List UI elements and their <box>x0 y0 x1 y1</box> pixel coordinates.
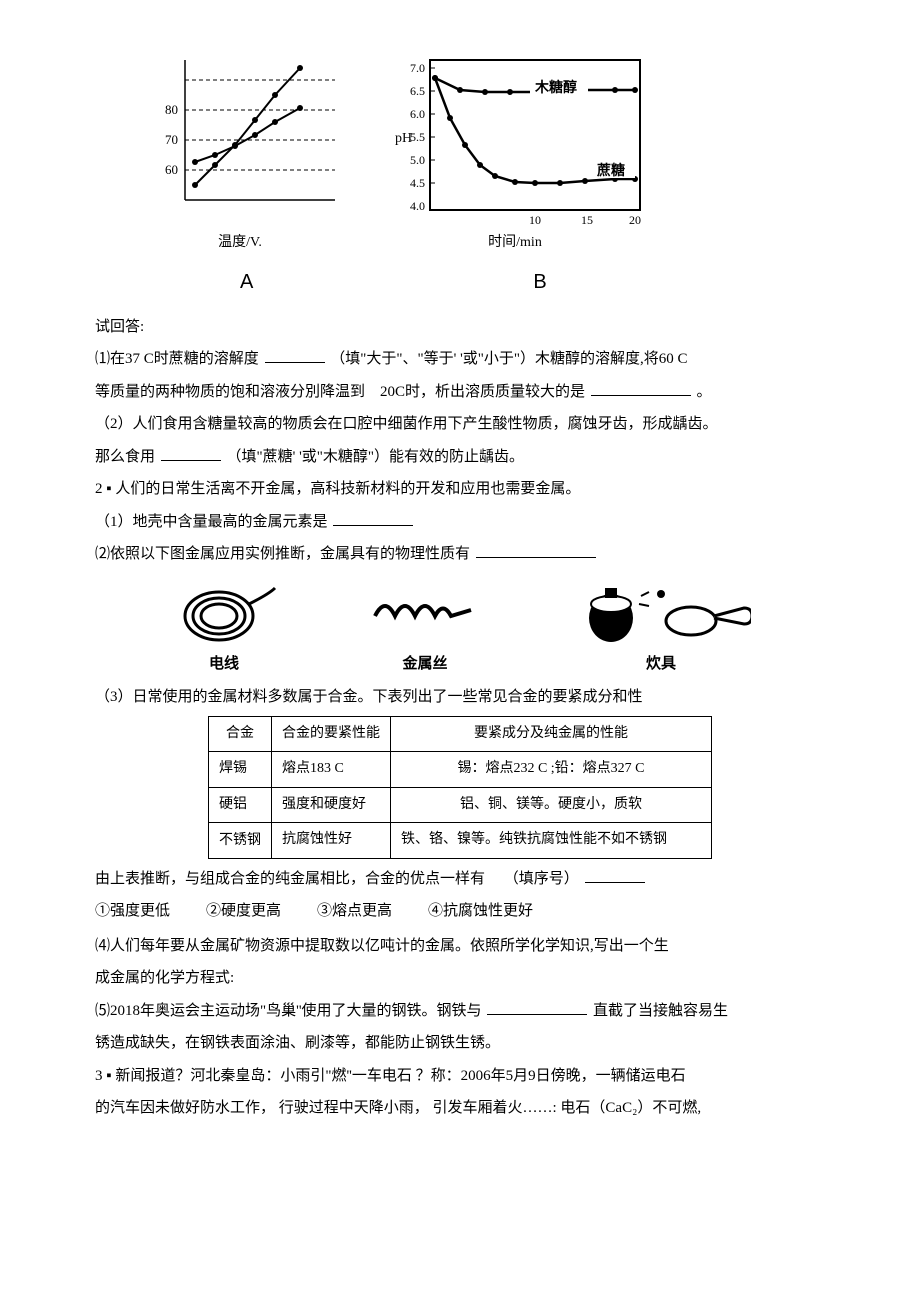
svg-text:5.5: 5.5 <box>410 130 425 144</box>
svg-text:20: 20 <box>629 213 641 227</box>
chart-b-xaxis: 时间/min <box>488 230 542 257</box>
td-0-1: 熔点183 C <box>272 752 391 788</box>
q1-1-line1: ⑴在37 C时蔗糖的溶解度 （填"大于"、"等于' '或"小于"）木糖醇的溶解度… <box>95 345 825 374</box>
q2-3-b-line: 由上表推断，与组成合金的纯金属相比，合金的优点一样有 （填序号） <box>95 865 825 894</box>
blank-3[interactable] <box>161 445 221 461</box>
table-row: 硬铝 强度和硬度好 铝、铜、镁等。硬度小，质软 <box>209 787 712 823</box>
metal-images: 电线 金属丝 炊具 <box>125 575 795 680</box>
q2-head: 2 ▪ 人们的日常生活离不开金属，高科技新材料的开发和应用也需要金属。 <box>95 475 825 504</box>
spring-icon <box>365 576 485 646</box>
chart-a-wrap: 60 70 80 温度/V. <box>135 50 345 257</box>
svg-text:4.0: 4.0 <box>410 199 425 213</box>
svg-text:7.0: 7.0 <box>410 61 425 75</box>
q2-4-l2: 成金属的化学方程式: <box>95 964 825 993</box>
svg-text:5.0: 5.0 <box>410 153 425 167</box>
td-2-0: 不锈钢 <box>209 823 272 859</box>
td-2-1: 抗腐蚀性好 <box>272 823 391 859</box>
chart-a-letter: A <box>240 263 253 301</box>
q2-4-l1: ⑷人们每年要从金属矿物资源中提取数以亿吨计的金属。依照所学化学知识,写出一个生 <box>95 932 825 961</box>
blank-5[interactable] <box>476 542 596 558</box>
chart-a-svg: 60 70 80 <box>135 50 345 230</box>
metal-item-wire: 电线 <box>169 576 279 679</box>
svg-text:10: 10 <box>529 213 541 227</box>
td-1-0: 硬铝 <box>209 787 272 823</box>
metal-label-1: 金属丝 <box>402 650 447 679</box>
opt-1: ①强度更低 <box>95 897 170 926</box>
svg-text:60: 60 <box>165 162 178 177</box>
td-0-2: 锡：熔点232 C ;铅：熔点327 C <box>391 752 712 788</box>
q1-1-pre: ⑴在37 C时蔗糖的溶解度 <box>95 351 259 367</box>
blank-7[interactable] <box>487 999 587 1015</box>
cookware-icon <box>571 576 751 646</box>
q1-2-line1: （2）人们食用含糖量较高的物质会在口腔中细菌作用下产生酸性物质，腐蚀牙齿，形成龋… <box>95 410 825 439</box>
q1-2-l2b: （填"蔗糖' '或"木糖醇"）能有效的防止龋齿。 <box>227 449 525 465</box>
metal-label-0: 电线 <box>209 650 239 679</box>
svg-text:6.0: 6.0 <box>410 107 425 121</box>
q2-5-a: ⑸2018年奥运会主运动场"鸟巢''使用了大量的钢铁。钢铁与 <box>95 1003 482 1019</box>
q2-1: （1）地壳中含量最高的金属元素是 <box>95 508 825 537</box>
q2-3-b: 由上表推断，与组成合金的纯金属相比，合金的优点一样有 <box>95 871 485 887</box>
chart-a-xaxis: 温度/V. <box>218 230 262 257</box>
options-row: ①强度更低 ②硬度更高 ③熔点更高 ④抗腐蚀性更好 <box>95 897 825 926</box>
q2-5-line2: 锈造成缺失，在钢铁表面涂油、刷漆等，都能防止钢铁生锈。 <box>95 1029 825 1058</box>
svg-text:70: 70 <box>165 132 178 147</box>
opt-3: ③熔点更高 <box>317 897 392 926</box>
table-header-row: 合金 合金的要紧性能 要紧成分及纯金属的性能 <box>209 716 712 752</box>
td-1-1: 强度和硬度好 <box>272 787 391 823</box>
q2-2-a: ⑵依照以下图金属应用实例推断，金属具有的物理性质有 <box>95 546 470 562</box>
svg-text:6.5: 6.5 <box>410 84 425 98</box>
q1-2-line2: 那么食用 （填"蔗糖' '或"木糖醇"）能有效的防止龋齿。 <box>95 443 825 472</box>
opt-4: ④抗腐蚀性更好 <box>428 897 533 926</box>
chart-letters: A B <box>240 263 825 301</box>
th-1: 合金的要紧性能 <box>272 716 391 752</box>
q1-1-mid1: （填"大于"、"等于' '或"小于"）木糖醇的溶解度,将60 C <box>330 351 687 367</box>
charts-row: 60 70 80 温度/V. 4.0 4.5 5.0 5.5 6.0 6.5 7… <box>95 50 825 257</box>
td-1-2: 铝、铜、镁等。硬度小，质软 <box>391 787 712 823</box>
chart-b-label-top: 木糖醇 <box>534 79 577 96</box>
chart-b-wrap: 4.0 4.5 5.0 5.5 6.0 6.5 7.0 pH 10 15 <box>375 50 655 257</box>
q1-1-l2b: 20C时，析出溶质质量较大的是 <box>380 384 585 400</box>
svg-text:15: 15 <box>581 213 593 227</box>
q2-1-a: （1）地壳中含量最高的金属元素是 <box>95 514 328 530</box>
blank-6[interactable] <box>585 867 645 883</box>
th-0: 合金 <box>209 716 272 752</box>
svg-text:80: 80 <box>165 102 178 117</box>
chart-b-svg: 4.0 4.5 5.0 5.5 6.0 6.5 7.0 pH 10 15 <box>375 50 655 230</box>
q1-1-l2a: 等质量的两种物质的饱和溶液分別降温到 <box>95 384 365 400</box>
q2-2: ⑵依照以下图金属应用实例推断，金属具有的物理性质有 <box>95 540 825 569</box>
q3-l1: 3 ▪ 新闻报道？河北秦皇岛：小雨引"燃''一车电石 ？称：2006年5月9日傍… <box>95 1062 825 1091</box>
opt-2: ②硬度更高 <box>206 897 281 926</box>
table-row: 不锈钢 抗腐蚀性好 铁、铬、镍等。纯铁抗腐蚀性能不如不锈钢 <box>209 823 712 859</box>
q1-1-tail: 。 <box>697 384 712 400</box>
metal-item-spring: 金属丝 <box>365 576 485 679</box>
intro-text: 试回答: <box>95 313 825 342</box>
wire-icon <box>169 576 279 646</box>
q2-3-a: （3）日常使用的金属材料多数属于合金。下表列出了一些常见合金的要紧成分和性 <box>95 683 825 712</box>
th-2: 要紧成分及纯金属的性能 <box>391 716 712 752</box>
blank-1[interactable] <box>265 347 325 363</box>
td-0-0: 焊锡 <box>209 752 272 788</box>
q2-3-c: （填序号） <box>504 871 579 887</box>
q2-5-b: 直截了当接触容易生 <box>593 1003 728 1019</box>
chart-b-letter: B <box>533 263 546 301</box>
metal-item-cook: 炊具 <box>571 576 751 679</box>
td-2-2: 铁、铬、镍等。纯铁抗腐蚀性能不如不锈钢 <box>391 823 712 859</box>
q3-l2: 的汽车因未做好防水工作， 行驶过程中天降小雨， 引发车厢着火……: 电石（CaC… <box>95 1094 825 1123</box>
q1-2-l2a: 那么食用 <box>95 449 155 465</box>
blank-2[interactable] <box>591 380 691 396</box>
metal-label-2: 炊具 <box>646 650 676 679</box>
blank-4[interactable] <box>333 510 413 526</box>
svg-text:pH: pH <box>395 131 412 146</box>
alloy-table: 合金 合金的要紧性能 要紧成分及纯金属的性能 焊锡 熔点183 C 锡：熔点23… <box>208 716 712 859</box>
q1-1-line2: 等质量的两种物质的饱和溶液分別降温到 20C时，析出溶质质量较大的是 。 <box>95 378 825 407</box>
table-row: 焊锡 熔点183 C 锡：熔点232 C ;铅：熔点327 C <box>209 752 712 788</box>
chart-b-label-bottom: 蔗糖 <box>596 162 625 179</box>
svg-text:4.5: 4.5 <box>410 176 425 190</box>
q2-5-line1: ⑸2018年奥运会主运动场"鸟巢''使用了大量的钢铁。钢铁与 直截了当接触容易生 <box>95 997 825 1026</box>
